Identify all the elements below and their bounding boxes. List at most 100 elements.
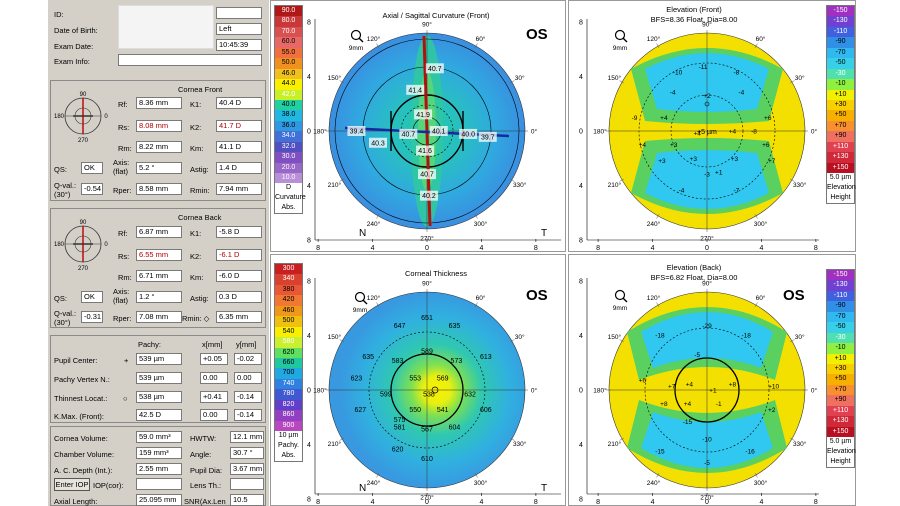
elevation-back-subtitle: BFS=6.82 Float, Dia=8.00 bbox=[650, 273, 738, 282]
x-tick-label: 8 bbox=[316, 245, 320, 252]
map-value-label: +4 bbox=[684, 401, 692, 408]
back-rm-value: 6.71 mm bbox=[136, 270, 182, 282]
scale-step: -150 bbox=[827, 6, 854, 17]
scale-step: +150 bbox=[827, 426, 854, 437]
elevation-back-panel[interactable]: Elevation (Back) BFS=6.82 Float, Dia=8.0… bbox=[568, 254, 856, 506]
hwtw-value: 12.1 mm bbox=[230, 431, 264, 443]
rs-label: Rs: bbox=[118, 252, 130, 261]
scale-step: -130 bbox=[827, 16, 854, 27]
map-value-label: +7 bbox=[768, 158, 776, 165]
x-tick-label: 8 bbox=[596, 499, 600, 506]
thickness-map-panel[interactable]: 300 340 380 420 460 500 540 580 620 660 700 740 780 8… bbox=[270, 254, 566, 506]
cornea-front-group bbox=[50, 80, 266, 201]
scale-step: 46.0 bbox=[275, 68, 302, 80]
pachy-col-header: Pachy: bbox=[138, 340, 161, 349]
id-field[interactable] bbox=[216, 7, 262, 19]
qval-label: Q-val.: bbox=[54, 309, 77, 318]
map-value-label: 581 bbox=[394, 425, 406, 432]
exam-info-label: Exam Info: bbox=[54, 57, 90, 66]
map-value-label: 41.9 bbox=[416, 112, 430, 119]
map-value-label: 569 bbox=[437, 376, 449, 383]
map-value-label: +10 bbox=[768, 384, 779, 391]
exam-info-field[interactable] bbox=[118, 54, 262, 66]
y-tick-label: 4 bbox=[579, 333, 583, 340]
scale-caption2: Height bbox=[830, 194, 851, 201]
pupil-center-pachy: 539 µm bbox=[136, 353, 182, 365]
scale-step: -50 bbox=[827, 58, 854, 69]
scale-step: 340 bbox=[275, 274, 302, 285]
rm-label: Rm: bbox=[118, 273, 132, 282]
exam-time-field: 10:45:39 bbox=[216, 39, 262, 51]
x-tick-label: 4 bbox=[479, 499, 483, 506]
map-value-label: -4 bbox=[679, 187, 685, 194]
rs-label: Rs: bbox=[118, 123, 130, 132]
zoom-magnifier-icon[interactable]: 9mm bbox=[613, 29, 629, 52]
x-tick-label: 4 bbox=[759, 245, 763, 252]
corneal-thickness-map[interactable]: 90° 120° 150° 180° 210° 240° 270° 300° 330° 0° 30°… bbox=[271, 255, 567, 506]
axial-map-panel[interactable]: 90.0 80.0 70.0 60.0 55.0 50.0 46.0 44.0 42.0 40.0… bbox=[270, 0, 566, 252]
dob-label: Date of Birth: bbox=[54, 26, 98, 35]
zoom-magnifier-icon[interactable]: 9mm bbox=[349, 29, 365, 52]
scale-step: 500 bbox=[275, 316, 302, 327]
elevation-front-color-scale: -150 -130 -110 -90 -70 -50 -30 -10 +10 +30 +50 +70 +… bbox=[826, 5, 856, 204]
qs-label: QS: bbox=[54, 294, 67, 303]
thinnest-label: Thinnest Locat.: bbox=[54, 394, 108, 403]
pupil-center-marker: + bbox=[124, 356, 129, 365]
zoom-magnifier-icon[interactable]: 9mm bbox=[613, 289, 629, 312]
kmax-value: 42.5 D bbox=[136, 409, 182, 421]
map-value-label: 635 bbox=[449, 323, 461, 330]
map-value-label: 627 bbox=[355, 407, 367, 414]
map-value-label: 40.3 bbox=[371, 140, 385, 147]
mini-270-label: 270 bbox=[78, 138, 89, 144]
angle-label: 330° bbox=[513, 181, 527, 189]
front-k1-value: 40.4 D bbox=[216, 97, 262, 109]
cornea-back-group bbox=[50, 208, 266, 328]
angle-label: 300° bbox=[754, 479, 768, 487]
map-value-label: +4 bbox=[693, 130, 701, 137]
y-tick-label: 4 bbox=[579, 74, 583, 81]
map-value-label: +4 bbox=[729, 129, 737, 136]
enter-iop-button[interactable]: Enter IOP bbox=[54, 478, 90, 491]
angle-label: 300° bbox=[474, 479, 488, 487]
x-tick-label: 0 bbox=[425, 245, 429, 252]
angle-label: 270° bbox=[420, 235, 434, 243]
map-value-label: 620 bbox=[392, 446, 404, 453]
front-axis-value: 5.2 ° bbox=[136, 162, 182, 174]
angle-label: 30° bbox=[515, 74, 525, 82]
angle-label: 120° bbox=[647, 35, 661, 43]
map-value-label: 583 bbox=[392, 358, 404, 365]
angle-label: 270° bbox=[420, 494, 434, 502]
map-value-label: -8 bbox=[751, 129, 757, 136]
scale-step: 38.0 bbox=[275, 110, 302, 121]
scale-step: +130 bbox=[827, 416, 854, 427]
elevation-back-map[interactable]: 90° 120° 150° 180° 210° 240° 270° 300° 330° 0° 30°… bbox=[569, 255, 857, 506]
zoom-label: 9mm bbox=[613, 305, 627, 312]
x-tick-label: 0 bbox=[705, 499, 709, 506]
map-value-label: 604 bbox=[449, 425, 461, 432]
axial-curvature-map[interactable]: 90° 120° 150° 180° 210° 240° 270° 300° 330° 0° 30°… bbox=[271, 1, 567, 253]
angle-label: 60° bbox=[756, 294, 766, 302]
astig-label: Astig: bbox=[190, 294, 209, 303]
map-value-label: +2 bbox=[703, 93, 711, 100]
scale-step: 780 bbox=[275, 389, 302, 400]
map-value-label: -3 bbox=[704, 172, 710, 179]
map-value-label: 541 bbox=[437, 407, 449, 414]
back-k1-value: -5.8 D bbox=[216, 226, 262, 238]
zoom-magnifier-icon[interactable]: 9mm bbox=[353, 291, 369, 314]
angle-label: 60° bbox=[476, 294, 486, 302]
map-value-label: -15 bbox=[655, 448, 665, 455]
angle-label: 270° bbox=[700, 494, 714, 502]
pachy-vertex-y: 0.00 bbox=[234, 372, 262, 384]
zoom-label: 9mm bbox=[349, 45, 363, 52]
map-value-label: 606 bbox=[480, 407, 492, 414]
rf-label: Rf: bbox=[118, 100, 128, 109]
k2-label: K2: bbox=[190, 123, 202, 132]
qval-sub-label: (30°) bbox=[54, 318, 71, 327]
elevation-front-map[interactable]: 90° 120° 150° 180° 210° 240° 270° 300° 330° 0° 30°… bbox=[569, 1, 857, 253]
patient-data-panel: ID: Date of Birth: Exam Date: Exam Info:… bbox=[48, 0, 269, 506]
front-astig-value: 1.4 D bbox=[216, 162, 262, 174]
elevation-front-panel[interactable]: Elevation (Front) BFS=8.36 Float, Dia=8.… bbox=[568, 0, 856, 252]
scale-caption1: Elevation bbox=[827, 184, 856, 191]
map-value-label: +3 bbox=[690, 156, 698, 163]
map-value-label: -5 bbox=[704, 460, 710, 467]
